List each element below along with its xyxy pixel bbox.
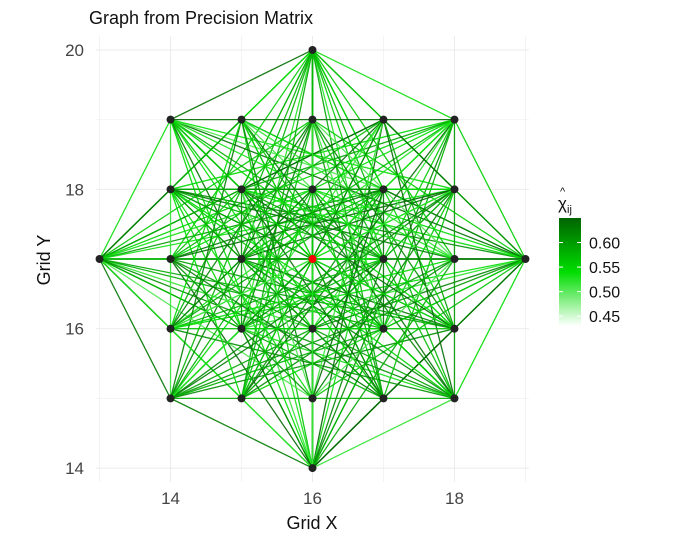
grid-node <box>308 115 317 124</box>
nodes-layer <box>95 45 530 473</box>
x-tick-label: 18 <box>445 489 464 508</box>
grid-node <box>237 255 246 263</box>
legend-title-subscript: ij <box>567 204 572 216</box>
grid-node <box>308 185 317 194</box>
edge-line <box>98 258 172 399</box>
edge-line <box>311 258 385 399</box>
edge-line <box>312 397 384 469</box>
edge-line <box>312 188 384 260</box>
grid-node <box>521 255 530 263</box>
grid-node <box>308 324 317 333</box>
legend-tick-label: 0.50 <box>589 285 620 302</box>
edge-line <box>241 397 313 469</box>
grid-node <box>166 255 175 263</box>
edge-line <box>311 119 385 260</box>
edge-line <box>312 188 455 260</box>
edge-line <box>382 119 456 399</box>
grid-node <box>237 324 246 333</box>
edge-line <box>170 397 313 469</box>
edge-line <box>170 49 313 121</box>
edge-line <box>240 119 314 260</box>
y-tick-label: 16 <box>65 320 84 339</box>
legend-tick-label: 0.45 <box>589 309 620 326</box>
y-tick-label: 20 <box>65 41 84 60</box>
grid-node <box>308 45 317 54</box>
x-tick-label: 16 <box>303 489 322 508</box>
edge-line <box>241 188 313 260</box>
edge-line <box>312 49 455 121</box>
edge-line <box>312 397 455 469</box>
legend-tick-label: 0.55 <box>589 260 620 277</box>
grid-node <box>379 255 388 263</box>
grid-node <box>450 324 459 333</box>
edge-line <box>312 258 384 330</box>
grid-node <box>166 185 175 194</box>
edge-line <box>170 188 313 260</box>
grid-node <box>450 394 459 403</box>
legend-title: χ <box>558 194 567 213</box>
legend-title-hat: ^ <box>560 186 566 198</box>
legend-tick-label: 0.60 <box>589 236 620 253</box>
grid-node <box>379 115 388 124</box>
color-legend: ^ χ ij 0.45 0.50 0.55 0.60 <box>558 186 620 326</box>
grid-node <box>450 115 459 124</box>
grid-node <box>379 185 388 194</box>
grid-node <box>308 464 317 473</box>
y-axis-title: Grid Y <box>34 235 54 286</box>
grid-node <box>450 185 459 194</box>
grid-node <box>237 185 246 194</box>
edge-line <box>240 258 314 399</box>
grid-node <box>308 394 317 403</box>
edge-line <box>169 119 243 399</box>
y-tick-label: 18 <box>65 180 84 199</box>
edge-line <box>454 188 526 260</box>
grid-node <box>166 394 175 403</box>
highlight-node <box>308 255 317 263</box>
edge-line <box>99 188 171 260</box>
edges-layer <box>98 49 527 469</box>
grid-node <box>379 324 388 333</box>
axis-ticks: 14 16 18 14 16 18 20 <box>65 41 464 508</box>
edge-line <box>453 258 527 399</box>
grid-node <box>166 324 175 333</box>
edge-line <box>241 258 313 330</box>
edge-line <box>312 258 455 330</box>
grid-node <box>237 394 246 403</box>
legend-ticks: 0.45 0.50 0.55 0.60 <box>559 236 620 326</box>
x-axis-title: Grid X <box>286 513 337 533</box>
y-tick-label: 14 <box>65 459 84 478</box>
grid-node <box>95 255 104 263</box>
edge-line <box>453 119 527 260</box>
grid-node <box>237 115 246 124</box>
chart-title: Graph from Precision Matrix <box>89 8 313 28</box>
grid-node <box>379 394 388 403</box>
grid-node <box>450 255 459 263</box>
x-tick-label: 14 <box>161 489 180 508</box>
edge-line <box>98 119 172 260</box>
legend-colorbar <box>559 218 581 326</box>
grid-node <box>166 115 175 124</box>
edge-line <box>170 258 313 330</box>
